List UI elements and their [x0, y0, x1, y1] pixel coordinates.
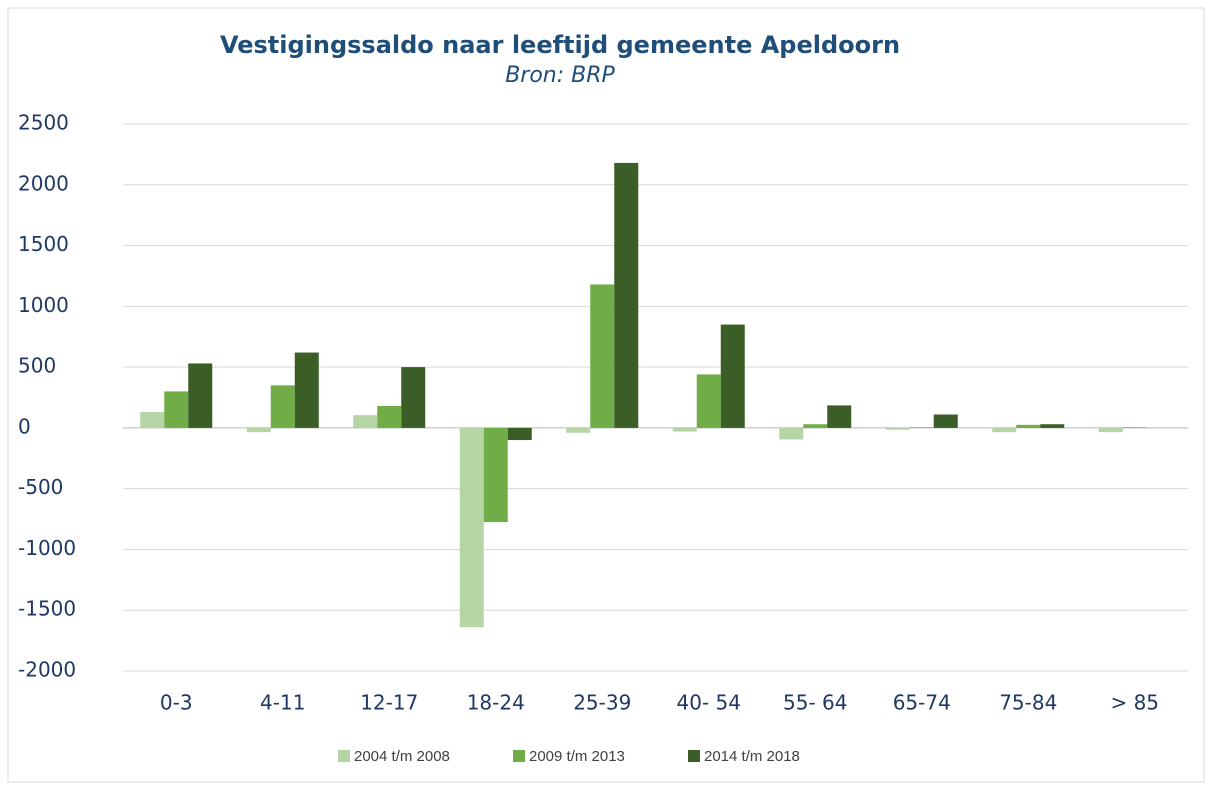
y-tick-label: -500	[18, 475, 63, 499]
y-tick-label: 1000	[18, 293, 69, 317]
bar	[885, 427, 910, 430]
legend-label: 2004 t/m 2008	[354, 748, 450, 765]
y-tick-label: 0	[18, 414, 31, 438]
bar	[992, 427, 1017, 433]
bar	[1016, 424, 1041, 428]
bar	[377, 406, 402, 428]
chart-title: Vestigingssaldo naar leeftijd gemeente A…	[220, 31, 900, 59]
x-tick-label: 40- 54	[677, 691, 741, 715]
legend-swatch	[513, 750, 525, 762]
bar	[672, 427, 697, 432]
bar	[720, 324, 745, 428]
bar	[566, 427, 591, 433]
x-tick-label: > 85	[1110, 691, 1159, 715]
bar	[246, 427, 271, 433]
bar	[827, 405, 852, 428]
x-tick-label: 0-3	[160, 691, 193, 715]
x-tick-label: 18-24	[467, 691, 525, 715]
y-tick-label: -1000	[18, 536, 76, 560]
bar	[1040, 424, 1065, 428]
y-tick-label: 1500	[18, 232, 69, 256]
x-tick-label: 25-39	[573, 691, 631, 715]
x-tick-label: 55- 64	[783, 691, 847, 715]
bar	[294, 352, 319, 428]
bar	[188, 363, 213, 428]
bar	[779, 427, 804, 440]
bar	[507, 427, 532, 441]
bar	[933, 414, 958, 428]
bar	[803, 424, 828, 428]
bar	[270, 385, 295, 428]
y-tick-label: 2500	[18, 111, 69, 135]
y-tick-label: 2000	[18, 171, 69, 195]
x-tick-label: 75-84	[999, 691, 1057, 715]
y-tick-label: 500	[18, 354, 56, 378]
bar	[353, 415, 378, 428]
x-tick-label: 65-74	[893, 691, 951, 715]
bar	[164, 391, 189, 428]
bar	[140, 412, 165, 428]
bar	[1098, 427, 1123, 433]
legend-swatch	[338, 750, 350, 762]
legend-label: 2014 t/m 2018	[704, 748, 800, 765]
legend-swatch	[688, 750, 700, 762]
y-tick-label: -1500	[18, 597, 76, 621]
bar	[590, 284, 615, 428]
bar	[1122, 427, 1147, 428]
chart-subtitle: Bron: BRP	[505, 63, 615, 88]
bar	[696, 374, 721, 428]
x-tick-label: 12-17	[360, 691, 418, 715]
legend-label: 2009 t/m 2013	[529, 748, 625, 765]
x-tick-label: 4-11	[260, 691, 305, 715]
bar	[459, 427, 484, 628]
bar	[483, 427, 508, 523]
bar	[614, 162, 639, 428]
bar	[909, 427, 934, 428]
y-tick-label: -2000	[18, 658, 76, 682]
bar	[401, 367, 426, 428]
